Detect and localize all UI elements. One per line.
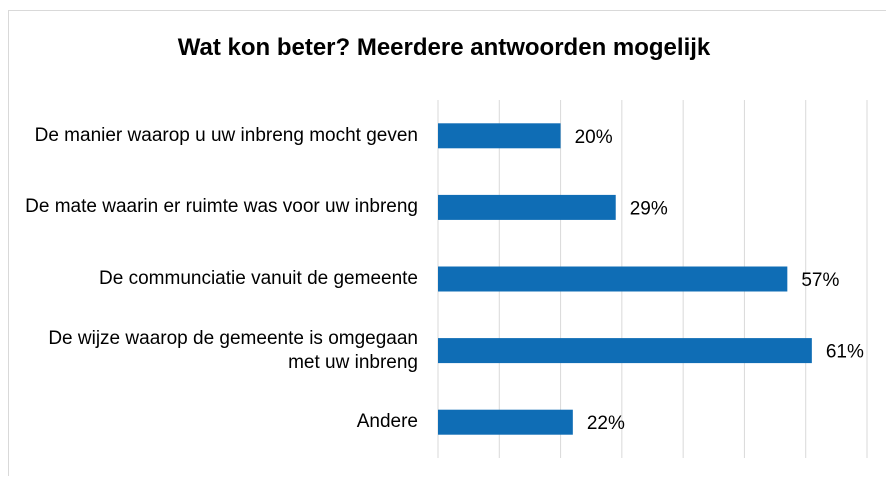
category-label: De manier waarop u uw inbreng mocht geve… [34,124,418,146]
bar [438,266,788,292]
category-label: De wijze waarop de gemeente is omgegaan … [48,327,418,373]
chart-frame [8,10,886,476]
value-label: 61% [826,342,864,363]
bar [438,409,573,435]
category-label: Andere [356,411,418,433]
value-label: 57% [801,270,839,291]
bar [438,123,561,149]
bar [438,338,812,364]
value-label: 20% [575,127,613,148]
bar [438,194,616,220]
value-label: 22% [587,413,625,434]
chart-title: Wat kon beter? Meerdere antwoorden mogel… [177,34,711,61]
category-label: De mate waarin er ruimte was voor uw inb… [25,196,418,218]
value-label: 29% [630,198,668,219]
category-label: De communciatie vanuit de gemeente [99,268,418,289]
